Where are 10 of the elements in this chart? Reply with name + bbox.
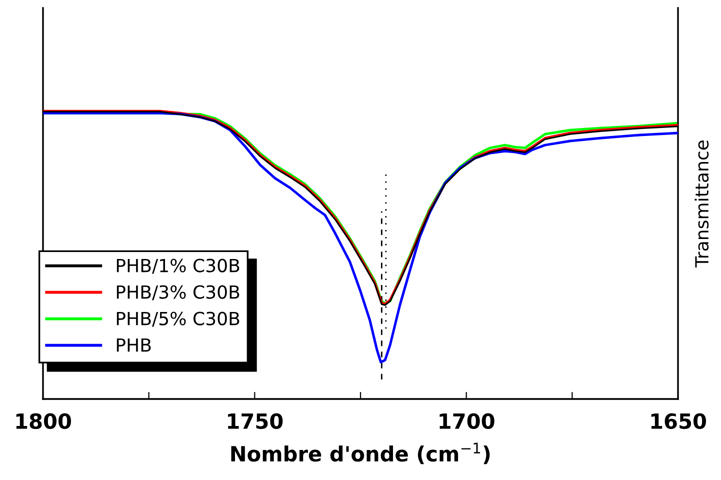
legend-label: PHB/1% C30B bbox=[116, 258, 240, 274]
y-axis-title: Transmittance bbox=[694, 140, 709, 268]
x-tick-label: 1650 bbox=[651, 413, 706, 430]
legend-label: PHB/5% C30B bbox=[116, 312, 240, 327]
x-tick-label: 1750 bbox=[228, 413, 283, 430]
x-tick-label: 1700 bbox=[440, 413, 494, 430]
legend-label: PHB bbox=[116, 338, 151, 352]
x-axis-title: Nombre d'onde (cm$^{−1}$) bbox=[231, 442, 490, 464]
x-tick-label: 1800 bbox=[16, 413, 71, 430]
legend-label: PHB/3% C30B bbox=[116, 285, 240, 300]
